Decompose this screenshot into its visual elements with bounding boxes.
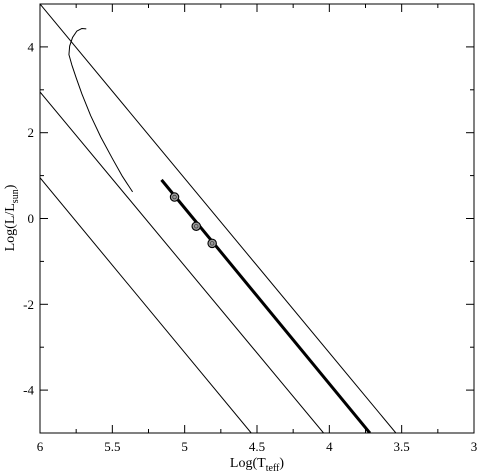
data-point-marker-2: [191, 221, 201, 231]
data-point-marker-core-2: [194, 224, 199, 229]
series-thick-line-4: [160, 178, 371, 433]
y-axis-label-sub: sun: [10, 189, 21, 203]
series-thin-curve-5: [68, 27, 134, 193]
x-tick-label-3: 4.5: [249, 439, 265, 454]
y-axis-label-main: Log(L/L: [3, 203, 18, 251]
x-tick-label-0: 6: [37, 439, 44, 454]
x-axis-label-sub: teff: [266, 463, 280, 474]
y-tick-label-3: 2: [28, 125, 35, 140]
y-tick-label-1: -2: [23, 297, 34, 312]
x-tick-label-6: 3: [471, 439, 478, 454]
x-axis-label-close: ): [279, 456, 284, 471]
x-tick-label-5: 3.5: [394, 439, 410, 454]
y-tick-label-2: 0: [28, 211, 35, 226]
tick-layer: 6 5.5 5 4.5 4 3.5 3 -4 -2 0 2 4: [23, 3, 478, 454]
plot-frame: [39, 3, 475, 434]
series-layer: [40, 4, 397, 433]
data-point-marker-3: [207, 238, 217, 249]
series-thin-line-3: [40, 177, 252, 433]
x-axis-label-main: Log(T: [230, 456, 266, 471]
data-point-marker-core-1: [172, 194, 177, 200]
y-axis-label: Log(L/Lsun): [3, 184, 21, 251]
y-axis-label-close: ): [3, 184, 18, 189]
y-tick-label-0: -4: [23, 383, 34, 398]
series-thin-line-2: [40, 91, 324, 433]
x-axis-label: Log(Tteff): [230, 456, 284, 474]
x-tick-label-2: 5: [181, 439, 188, 454]
data-point-marker-1: [169, 192, 180, 202]
x-tick-label-4: 4: [326, 439, 333, 454]
y-tick-label-4: 4: [28, 39, 35, 54]
x-tick-label-1: 5.5: [104, 439, 120, 454]
data-point-marker-core-3: [210, 241, 215, 246]
series-thin-line-1: [40, 4, 397, 433]
